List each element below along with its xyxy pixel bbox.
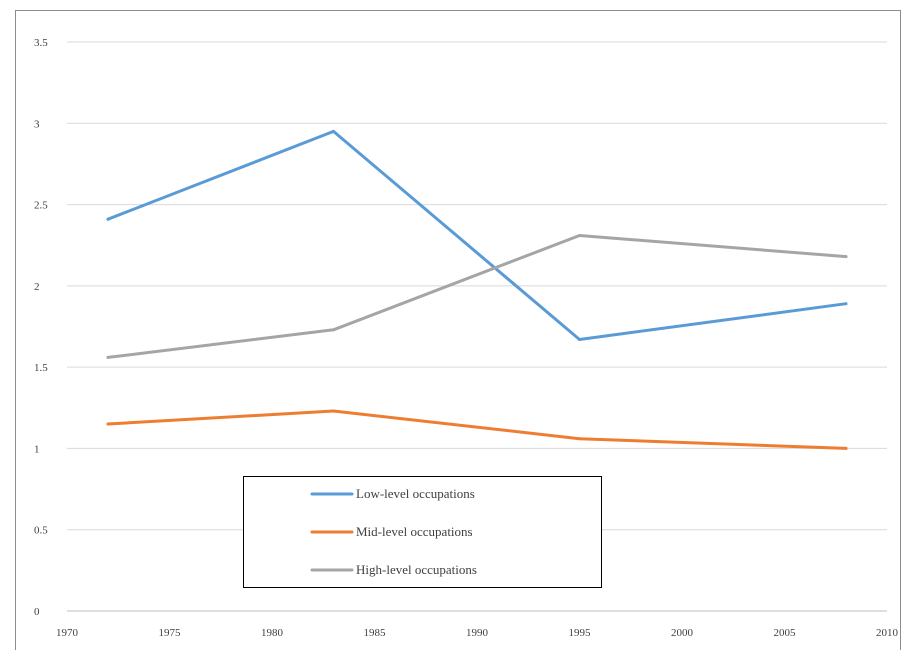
data-point xyxy=(844,255,848,259)
series-line-3 xyxy=(106,234,848,359)
x-tick-label: 1975 xyxy=(159,627,182,639)
y-tick-label: 0.5 xyxy=(34,525,48,537)
series-lines xyxy=(106,129,848,450)
data-point xyxy=(106,422,110,426)
y-tick-label: 3.5 xyxy=(34,37,48,49)
legend-items: Low-level occupations Mid-level occupatio… xyxy=(310,486,477,577)
data-point xyxy=(106,355,110,359)
x-tick-label: 1990 xyxy=(466,627,489,639)
y-tick-label: 3 xyxy=(34,118,40,130)
data-point xyxy=(578,233,581,237)
legend-label: Mid-level occupations xyxy=(356,524,473,539)
x-tick-label: 1985 xyxy=(364,627,387,639)
data-point xyxy=(844,302,848,306)
y-axis-tick-labels: 0 0.5 1 1.5 2 2.5 3 3.5 xyxy=(34,37,48,618)
data-point xyxy=(578,437,581,441)
x-tick-label: 1980 xyxy=(261,627,284,639)
y-tick-label: 1.5 xyxy=(34,362,48,374)
y-tick-label: 0 xyxy=(34,606,40,618)
data-point xyxy=(106,217,110,221)
series-line-2 xyxy=(106,409,848,450)
series-line-1 xyxy=(106,129,848,341)
x-tick-label: 2010 xyxy=(876,627,899,639)
chart-border xyxy=(15,10,901,650)
legend: Low-level occupations Mid-level occupatio… xyxy=(243,476,602,588)
legend-box xyxy=(243,476,602,588)
legend-label: Low-level occupations xyxy=(356,486,475,501)
x-tick-label: 1995 xyxy=(569,627,592,639)
data-point xyxy=(332,129,335,133)
x-axis-tick-labels: 1970 1975 1980 1985 1990 1995 2000 2005 2010 xyxy=(56,627,899,639)
data-point xyxy=(332,328,335,332)
x-tick-label: 1970 xyxy=(56,627,79,639)
data-point xyxy=(844,446,848,450)
data-point xyxy=(578,338,581,342)
y-tick-label: 2.5 xyxy=(34,200,48,212)
x-tick-label: 2005 xyxy=(774,627,797,639)
y-tick-label: 1 xyxy=(34,443,40,455)
y-tick-label: 2 xyxy=(34,281,40,293)
x-tick-label: 2000 xyxy=(671,627,694,639)
data-point xyxy=(332,409,335,413)
legend-label: High-level occupations xyxy=(356,562,477,577)
gridlines xyxy=(67,41,887,612)
